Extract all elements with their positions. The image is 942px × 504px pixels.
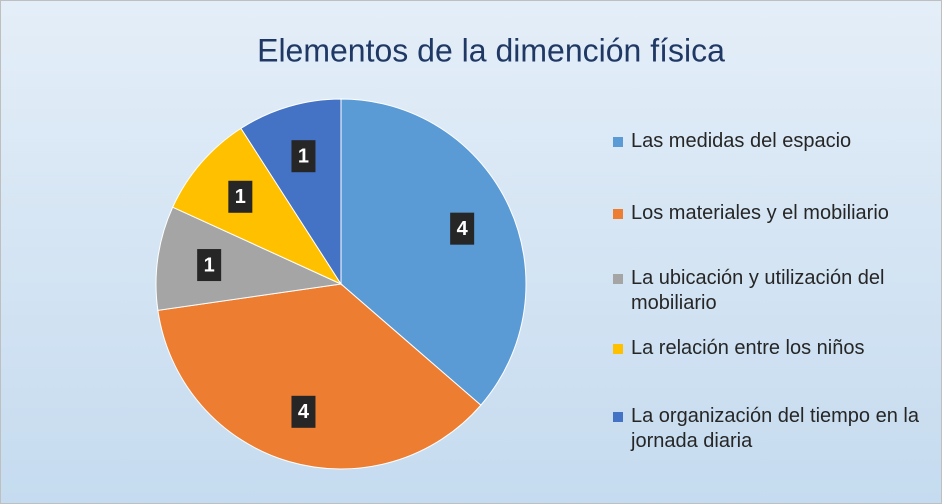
data-label-box (228, 180, 253, 213)
data-label: 4 (298, 401, 310, 423)
legend-label: La organización del tiempo en la jornada… (631, 405, 919, 452)
pie-slice (340, 98, 527, 406)
pie-slice (155, 206, 343, 311)
data-label-box (291, 140, 316, 173)
legend-item: Los materiales y el mobiliario (609, 201, 929, 226)
legend-item: La ubicación y utilización del mobiliari… (609, 266, 929, 316)
legend-item: La organización del tiempo en la jornada… (609, 404, 929, 454)
data-label-box (197, 249, 222, 282)
legend-label: La relación entre los niños (631, 337, 865, 359)
legend-label: La ubicación y utilización del mobiliari… (631, 267, 885, 314)
legend-swatch (613, 209, 623, 219)
data-label: 4 (457, 218, 469, 240)
pie-slice (157, 283, 482, 470)
data-label-box (291, 395, 316, 428)
legend-swatch (613, 274, 623, 284)
data-label-box (450, 212, 475, 245)
legend-swatch (613, 137, 623, 147)
legend-item: La relación entre los niños (609, 336, 929, 361)
legend-item: Las medidas del espacio (609, 129, 929, 154)
pie-slice (172, 127, 343, 286)
data-label: 1 (204, 254, 215, 276)
data-label: 1 (298, 145, 309, 167)
legend-label: Las medidas del espacio (631, 130, 852, 152)
pie-slice (240, 98, 342, 286)
chart-title: Elementos de la dimención física (257, 32, 725, 68)
legend-label: Los materiales y el mobiliario (631, 202, 889, 224)
legend-swatch (613, 344, 623, 354)
legend-swatch (613, 412, 623, 422)
data-label: 1 (235, 186, 246, 208)
